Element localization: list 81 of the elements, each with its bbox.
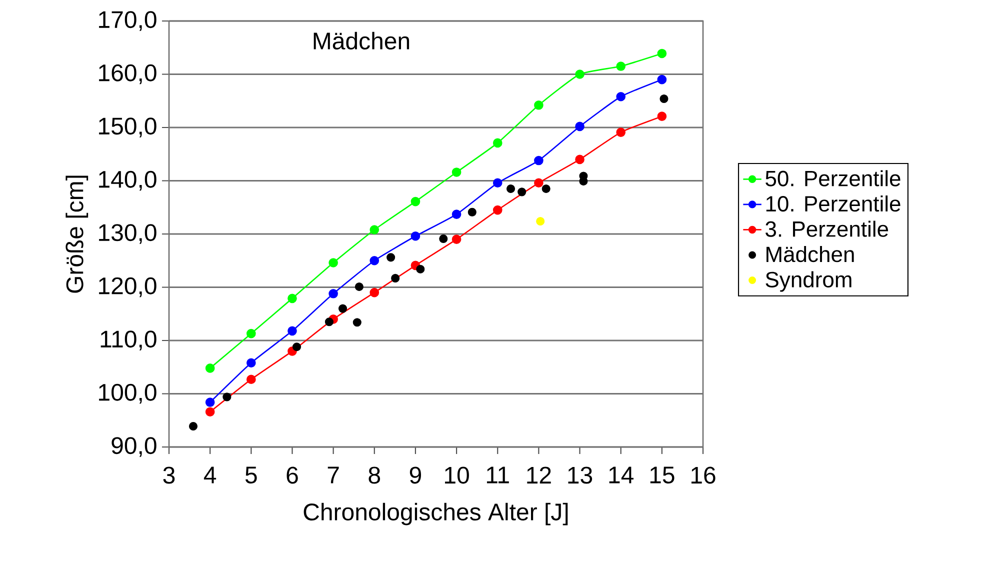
y-tick-label: 100,0 [99, 384, 156, 404]
point [370, 288, 380, 298]
x-tick-label: 4 [204, 466, 216, 484]
point [575, 70, 584, 79]
y-tick-label: 160,0 [99, 64, 156, 84]
x-axis-title: Chronologisches Alter [J] [304, 502, 568, 526]
point [205, 364, 215, 373]
point [536, 216, 545, 226]
legend-label: 50. Perzentile [766, 170, 900, 186]
point [657, 74, 667, 84]
legend-label: 10. Perzentile [766, 195, 900, 212]
point [328, 288, 338, 298]
point [492, 138, 502, 148]
x-tick-label: 8 [368, 466, 380, 484]
chart-title: Mädchen [314, 32, 410, 50]
point [354, 282, 364, 291]
x-tick-label: 15 [650, 466, 674, 484]
point [205, 398, 215, 407]
point [328, 258, 338, 268]
x-tick-label: 12 [527, 466, 551, 484]
point [492, 178, 502, 188]
point [616, 128, 626, 137]
point [616, 62, 626, 71]
y-tick-label: 120,0 [99, 277, 156, 298]
point [575, 122, 584, 132]
point [575, 154, 584, 164]
y-tick-label: 130,0 [99, 224, 156, 244]
point [370, 225, 380, 234]
point [452, 210, 462, 219]
y-tick-label: 170,0 [99, 11, 156, 31]
point [246, 358, 256, 368]
point [534, 178, 544, 188]
x-tick-label: 7 [328, 466, 339, 484]
point [222, 392, 232, 402]
point [657, 48, 667, 58]
point [468, 208, 476, 216]
y-tick-label: 150,0 [99, 118, 156, 138]
point [246, 328, 256, 338]
x-tick-label: 10 [445, 466, 469, 484]
point [518, 188, 526, 196]
y-tick-label: 90,0 [112, 437, 156, 457]
x-tick-label: 3 [163, 466, 175, 484]
point [660, 94, 668, 104]
point [188, 422, 198, 431]
point [410, 196, 420, 206]
point [246, 374, 256, 384]
point [292, 342, 302, 352]
y-axis-title: Größe [cm] [66, 176, 88, 293]
point [352, 318, 362, 327]
point [324, 318, 334, 326]
x-tick-label: 9 [410, 466, 422, 484]
x-tick-label: 5 [245, 466, 257, 484]
point [391, 274, 400, 282]
point [205, 407, 215, 417]
point [338, 304, 348, 313]
point [534, 100, 544, 110]
y-tick-label: 140,0 [99, 170, 156, 191]
x-tick-label: 14 [609, 466, 634, 484]
point [452, 168, 462, 177]
x-tick-label: 6 [286, 466, 298, 484]
point [370, 256, 380, 266]
x-tick-label: 11 [486, 466, 509, 484]
point [439, 234, 448, 244]
point [616, 92, 626, 102]
point [657, 112, 667, 121]
point [542, 184, 550, 194]
x-tick-label: 16 [691, 466, 716, 484]
point [288, 294, 297, 304]
point [534, 156, 544, 166]
legend-label: 3. Perzentile [766, 220, 888, 237]
point [452, 234, 462, 244]
point [506, 184, 516, 194]
x-tick-label: 13 [568, 466, 592, 484]
point [288, 326, 297, 336]
point [416, 264, 425, 274]
point [386, 253, 396, 262]
legend-label: Syndrom [766, 271, 852, 292]
point [492, 205, 502, 215]
point [410, 231, 420, 241]
legend-label: Mädchen [766, 246, 854, 262]
y-tick-label: 110,0 [100, 330, 156, 350]
